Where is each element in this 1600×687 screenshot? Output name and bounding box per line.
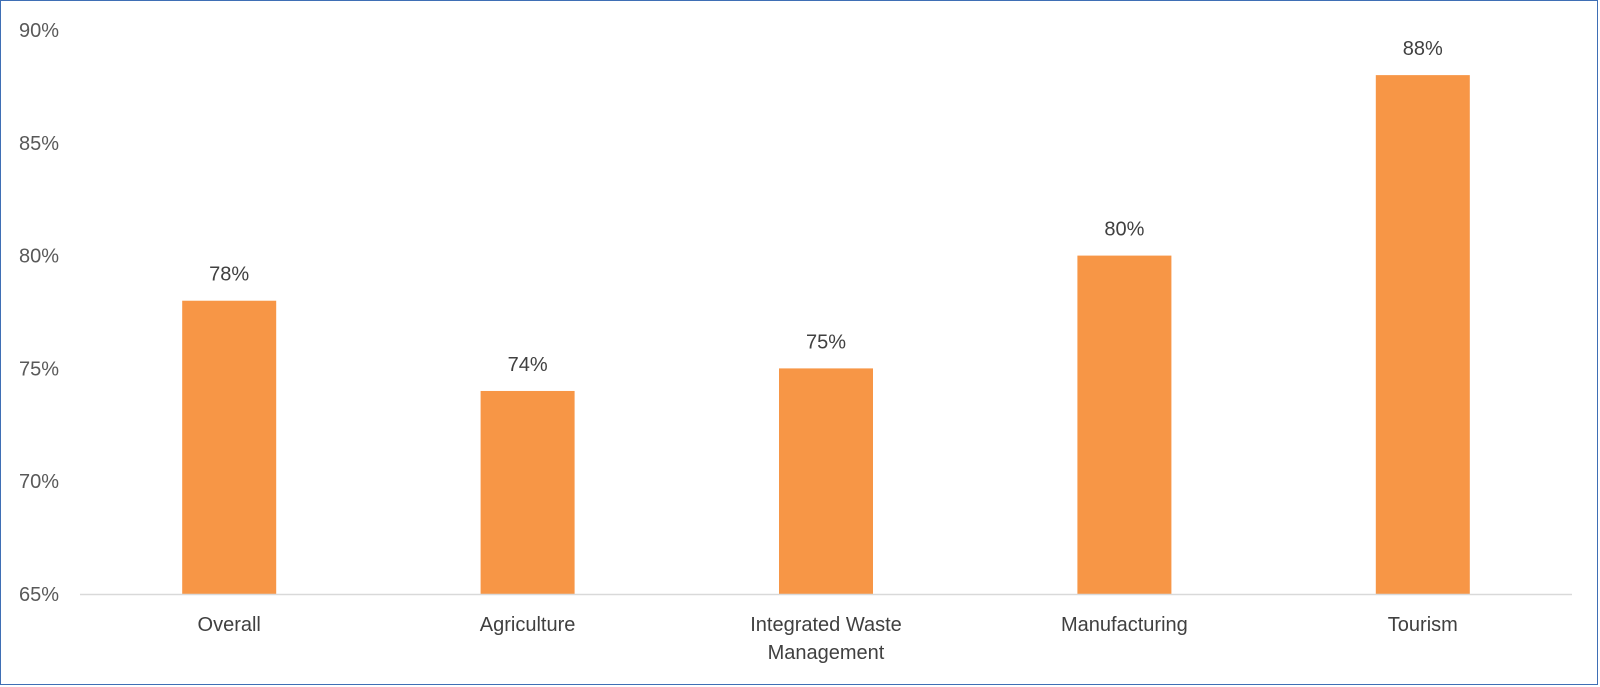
bar-tourism <box>1375 75 1470 595</box>
bar-agriculture <box>480 390 575 594</box>
x-tick-label-line: Tourism <box>1388 614 1458 636</box>
x-tick-label-line: Integrated Waste <box>750 614 902 636</box>
y-tick-label: 75% <box>19 358 59 380</box>
bar-integrated-waste-management <box>779 368 873 594</box>
bar-manufacturing <box>1077 255 1172 594</box>
y-tick-label: 80% <box>19 246 59 268</box>
x-tick-label-line: Overall <box>198 614 261 636</box>
x-tick-label: Manufacturing <box>1061 614 1188 636</box>
y-axis-tick-labels: 65% 70% 75% 80% 85% 90% <box>19 20 59 606</box>
x-tick-label: Integrated Waste Management <box>750 614 902 664</box>
y-tick-label: 65% <box>19 584 59 606</box>
data-label: 75% <box>806 331 846 353</box>
x-axis-category-labels: Overall Agriculture Integrated Waste Manage… <box>198 614 1458 664</box>
x-tick-label-line: Agriculture <box>480 614 576 636</box>
bar-series <box>182 75 1470 595</box>
y-tick-label: 85% <box>19 133 59 155</box>
x-tick-label: Overall <box>198 614 261 636</box>
data-label: 88% <box>1403 38 1443 60</box>
x-tick-label: Agriculture <box>480 614 576 636</box>
data-label: 78% <box>209 264 249 286</box>
bar-overall <box>182 300 277 594</box>
x-tick-label-line: Management <box>768 642 885 664</box>
data-label: 74% <box>508 354 548 376</box>
data-label: 80% <box>1104 219 1144 241</box>
y-tick-label: 90% <box>19 20 59 42</box>
y-tick-label: 70% <box>19 471 59 493</box>
x-tick-label-line: Manufacturing <box>1061 614 1188 636</box>
data-labels: 78% 74% 75% 80% 88% <box>209 38 1443 376</box>
x-tick-label: Tourism <box>1388 614 1458 636</box>
